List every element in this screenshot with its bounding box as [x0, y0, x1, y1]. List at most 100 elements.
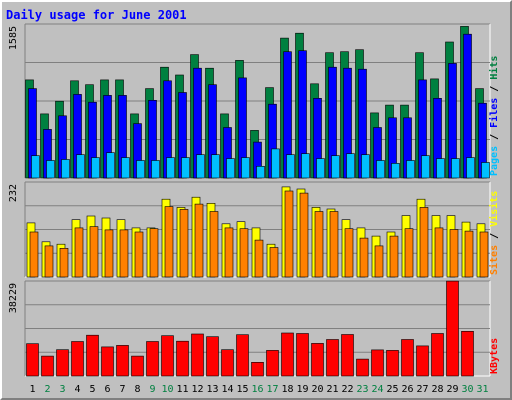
- bar-visits-sites-day-29: [449, 229, 459, 278]
- bar-hits-pages-day-10: [166, 157, 175, 179]
- x-tick-label-day-4: 4: [74, 384, 80, 395]
- bar-kbytes-kbytes-day-5: [86, 334, 99, 377]
- bar-hits-pages-day-14: [226, 158, 235, 179]
- bar-visits-sites-day-26: [404, 228, 414, 278]
- bar-visits-sites-day-15: [239, 228, 249, 278]
- x-tick-label-day-11: 11: [176, 384, 188, 395]
- panel-visits-legend: Sites / Visits: [488, 191, 500, 275]
- bar-hits-pages-day-22: [346, 153, 355, 179]
- x-tick-label-day-3: 3: [59, 384, 65, 395]
- legend-sites: Sites: [488, 245, 500, 275]
- bar-visits-sites-day-7: [119, 229, 129, 278]
- bar-visits-sites-day-18: [284, 190, 294, 278]
- bar-kbytes-kbytes-day-14: [221, 349, 234, 377]
- bar-visits-sites-day-21: [329, 211, 339, 278]
- bar-visits-sites-day-20: [314, 211, 324, 278]
- bar-kbytes-kbytes-day-10: [161, 335, 174, 377]
- legend-files: Files: [488, 98, 500, 128]
- x-tick-label-day-13: 13: [206, 384, 218, 395]
- bar-hits-pages-day-20: [316, 158, 325, 179]
- bar-kbytes-kbytes-day-23: [356, 358, 369, 377]
- bar-hits-pages-day-29: [451, 158, 460, 179]
- x-tick-label-day-19: 19: [296, 384, 308, 395]
- bar-kbytes-kbytes-day-20: [311, 343, 324, 377]
- bar-hits-pages-day-9: [151, 160, 160, 179]
- bar-kbytes-kbytes-day-6: [101, 346, 114, 377]
- x-tick-label-day-9: 9: [149, 384, 155, 395]
- bar-kbytes-kbytes-day-27: [416, 345, 429, 377]
- bar-visits-sites-day-17: [269, 247, 279, 278]
- bar-visits-sites-day-6: [104, 229, 114, 278]
- bar-visits-sites-day-19: [299, 192, 309, 278]
- x-tick-label-day-2: 2: [44, 384, 50, 395]
- bar-hits-pages-day-2: [46, 160, 55, 179]
- x-tick-label-day-12: 12: [191, 384, 203, 395]
- bar-visits-sites-day-23: [359, 237, 369, 278]
- bar-kbytes-kbytes-day-28: [431, 333, 444, 377]
- bar-visits-sites-day-31: [479, 231, 489, 278]
- bar-kbytes-kbytes-day-29: [446, 280, 459, 377]
- x-tick-label-day-5: 5: [89, 384, 95, 395]
- x-tick-label-day-24: 24: [371, 384, 383, 395]
- bar-visits-sites-day-22: [344, 228, 354, 278]
- x-tick-label-day-27: 27: [416, 384, 428, 395]
- x-tick-label-day-20: 20: [311, 384, 323, 395]
- bar-kbytes-kbytes-day-25: [386, 350, 399, 377]
- x-tick-label-day-18: 18: [281, 384, 293, 395]
- bar-hits-pages-day-28: [436, 158, 445, 179]
- bar-visits-sites-day-4: [74, 227, 84, 278]
- x-tick-label-day-31: 31: [476, 384, 488, 395]
- bar-visits-sites-day-13: [209, 211, 219, 278]
- bar-visits-sites-day-28: [434, 227, 444, 278]
- legend-kbytes: KBytes: [489, 338, 500, 374]
- bar-kbytes-kbytes-day-13: [206, 336, 219, 377]
- x-tick-label-day-10: 10: [161, 384, 173, 395]
- bar-hits-pages-day-7: [121, 157, 130, 179]
- bar-visits-sites-day-24: [374, 245, 384, 278]
- bar-kbytes-kbytes-day-18: [281, 332, 294, 377]
- bar-visits-sites-day-9: [149, 228, 159, 278]
- bar-kbytes-kbytes-day-2: [41, 355, 54, 377]
- x-tick-label-day-6: 6: [104, 384, 110, 395]
- bar-kbytes-kbytes-day-22: [341, 334, 354, 377]
- x-tick-label-day-17: 17: [266, 384, 278, 395]
- bar-hits-pages-day-19: [301, 153, 310, 179]
- x-tick-label-day-28: 28: [431, 384, 443, 395]
- bar-visits-sites-day-27: [419, 207, 429, 278]
- bar-kbytes-kbytes-day-4: [71, 341, 84, 377]
- x-tick-label-day-26: 26: [401, 384, 413, 395]
- chart-title: Daily usage for June 2001: [6, 8, 187, 22]
- bar-kbytes-kbytes-day-12: [191, 333, 204, 377]
- bar-hits-pages-day-8: [136, 160, 145, 179]
- x-tick-label-day-23: 23: [356, 384, 368, 395]
- bar-hits-pages-day-17: [271, 148, 280, 179]
- panel-hits-ymax-label: 1585: [8, 26, 19, 50]
- legend-visits: Visits: [488, 191, 500, 227]
- x-tick-label-day-15: 15: [236, 384, 248, 395]
- bar-kbytes-kbytes-day-19: [296, 333, 309, 377]
- bar-hits-pages-day-5: [91, 157, 100, 179]
- bar-hits-pages-day-3: [61, 159, 70, 179]
- bar-hits-pages-day-21: [331, 155, 340, 179]
- bar-kbytes-kbytes-day-8: [131, 355, 144, 377]
- bar-hits-pages-day-6: [106, 152, 115, 179]
- bar-visits-sites-day-11: [179, 209, 189, 278]
- x-tick-label-day-1: 1: [29, 384, 35, 395]
- bar-visits-sites-day-14: [224, 227, 234, 278]
- x-tick-label-day-21: 21: [326, 384, 338, 395]
- legend-pages: Pages: [489, 146, 500, 176]
- bar-kbytes-kbytes-day-9: [146, 341, 159, 377]
- x-tick-label-day-25: 25: [386, 384, 398, 395]
- bar-kbytes-kbytes-day-30: [461, 330, 474, 377]
- bar-kbytes-kbytes-day-26: [401, 339, 414, 377]
- bar-kbytes-kbytes-day-3: [56, 349, 69, 377]
- x-tick-label-day-30: 30: [461, 384, 473, 395]
- bar-visits-sites-day-1: [29, 231, 39, 278]
- bar-visits-sites-day-5: [89, 226, 99, 278]
- bar-kbytes-kbytes-day-17: [266, 350, 279, 377]
- bar-hits-pages-day-12: [196, 154, 205, 179]
- bar-visits-sites-day-10: [164, 206, 174, 278]
- bar-visits-sites-day-2: [44, 245, 54, 278]
- bar-hits-pages-day-4: [76, 154, 85, 179]
